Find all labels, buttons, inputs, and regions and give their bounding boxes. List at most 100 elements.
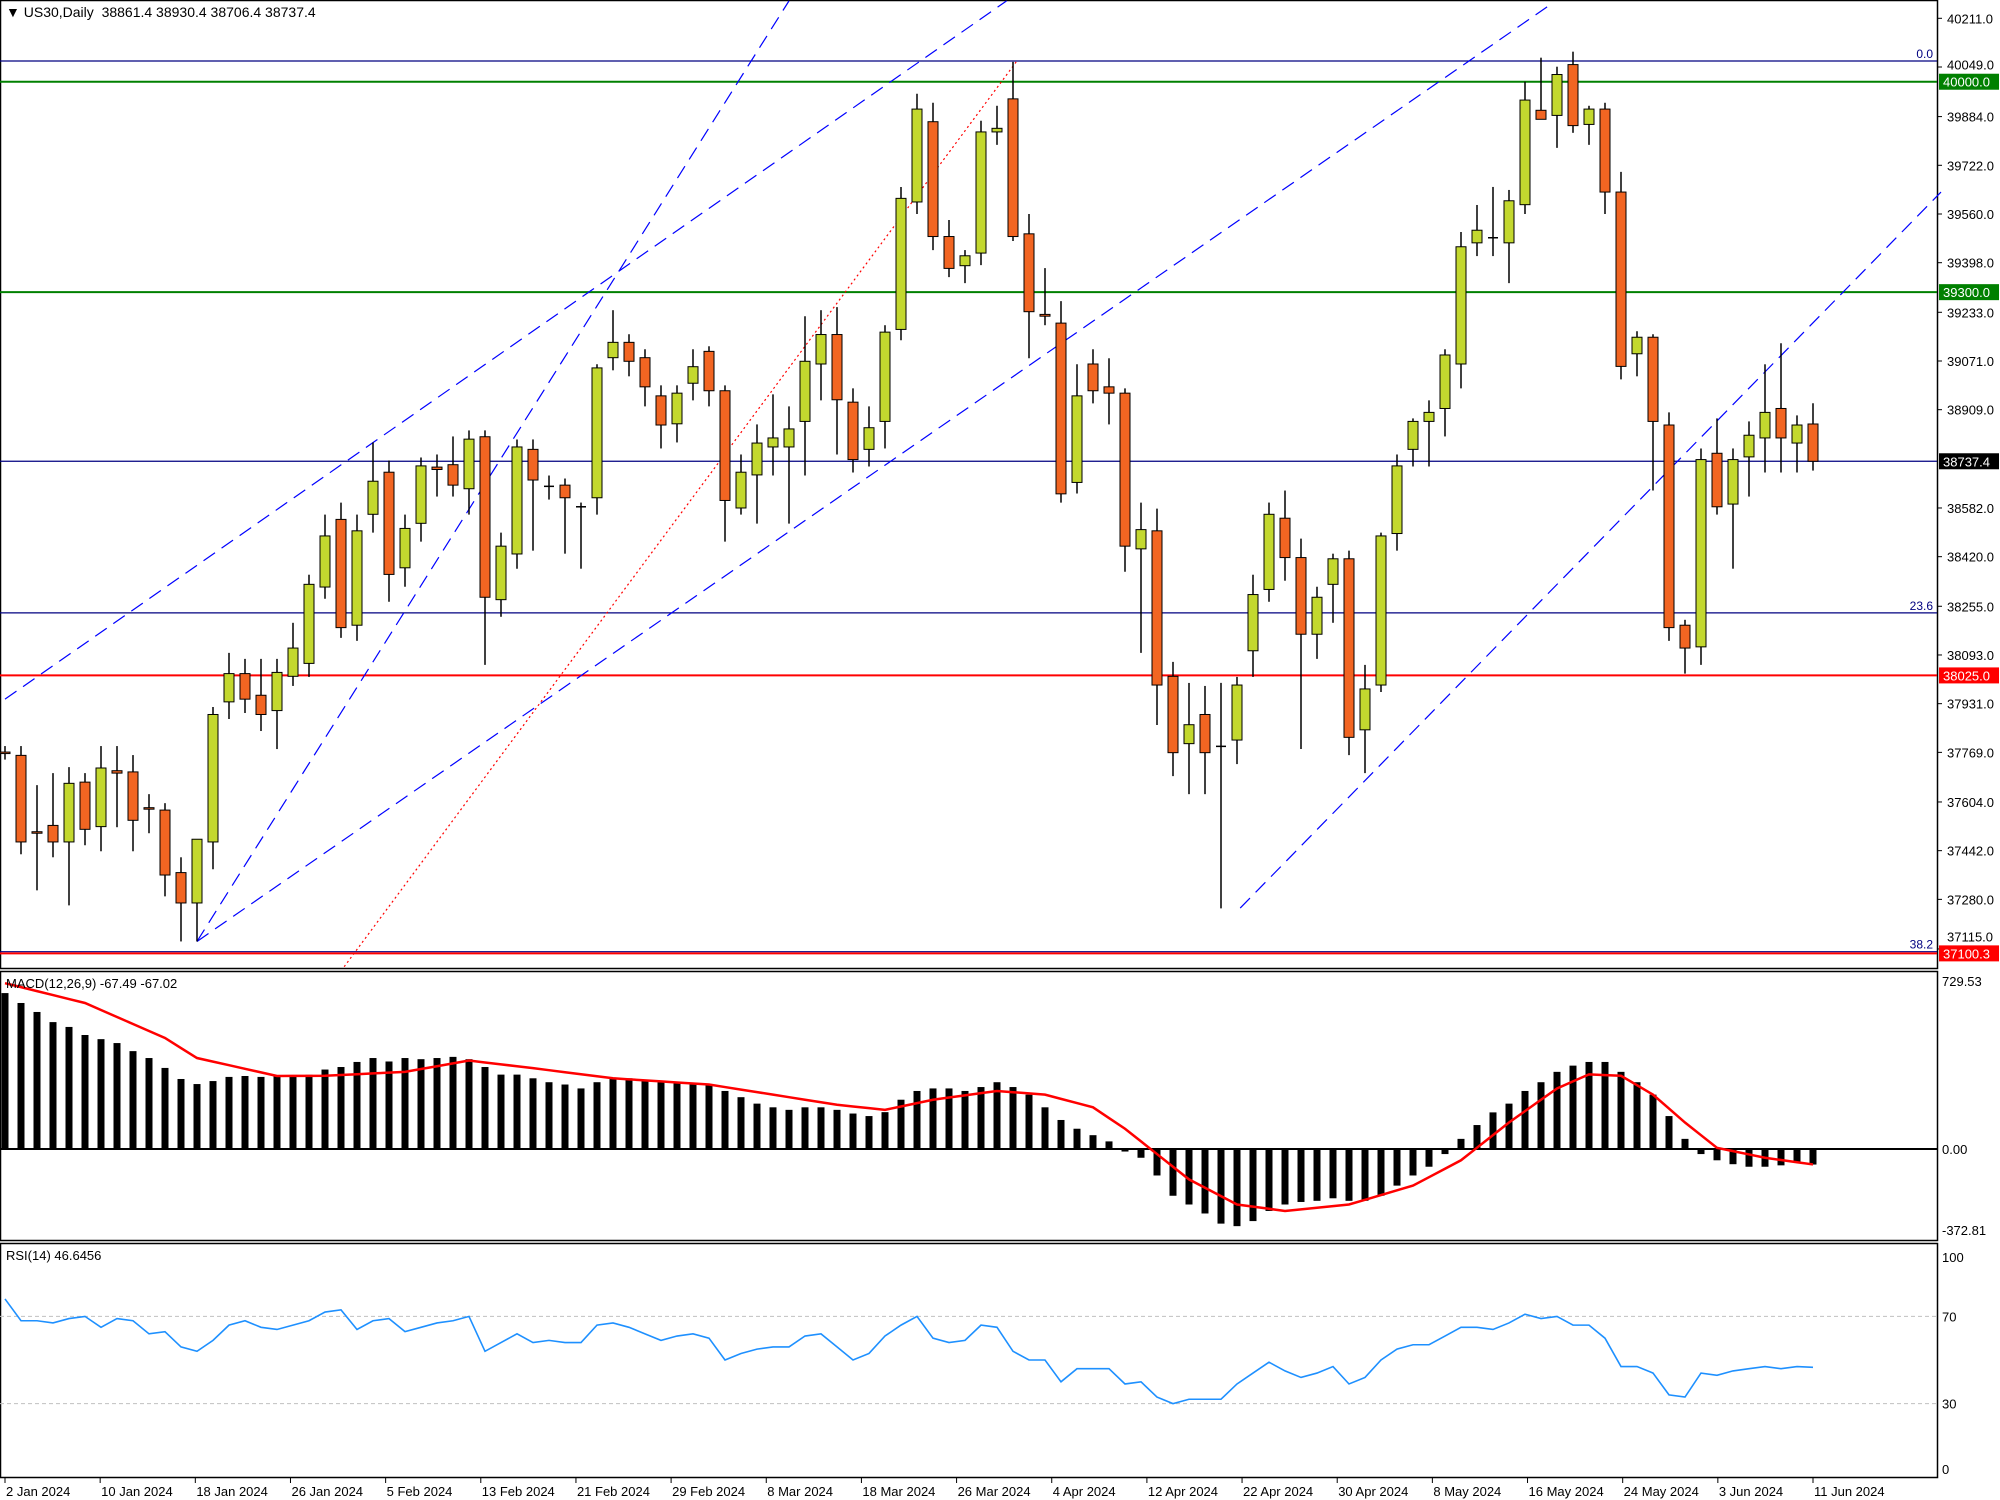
candle (303, 574, 315, 677)
candle (943, 220, 955, 278)
time-tick-label: 29 Feb 2024 (672, 1484, 745, 1499)
macd-bar (1457, 1138, 1465, 1149)
candle (703, 346, 715, 407)
macd-bar (625, 1078, 633, 1149)
candle-body (591, 367, 603, 499)
price-tick-label: 39233.0 (1947, 305, 1994, 320)
macd-bar (1105, 1141, 1113, 1149)
candle-body (1103, 386, 1115, 394)
candle (1391, 454, 1403, 551)
candle (911, 93, 923, 214)
candle (159, 803, 171, 897)
rsi-line (4, 1298, 1814, 1405)
macd-bar (1681, 1138, 1689, 1149)
candle-body (1567, 64, 1579, 127)
candle-body (15, 754, 27, 843)
candle (879, 325, 891, 449)
macd-bar (849, 1113, 857, 1149)
candle (1407, 418, 1419, 467)
candle (367, 442, 379, 533)
macd-bar (721, 1090, 729, 1149)
rsi-pane-frame (0, 1242, 1939, 1479)
candle (799, 316, 811, 476)
candle (895, 186, 907, 341)
candle-body (79, 781, 91, 830)
candle (63, 767, 75, 906)
price-tick-label: 37604.0 (1947, 795, 1994, 810)
candle (1519, 81, 1531, 214)
time-tick-label: 5 Feb 2024 (387, 1484, 453, 1499)
price-tick-label: 39722.0 (1947, 158, 1994, 173)
candle (1471, 204, 1483, 257)
candle-body (1343, 558, 1355, 738)
macd-pane-frame (0, 970, 1939, 1242)
price-axis[interactable]: 40211.0 40049.0 39884.0 39722.0 39560.0 39398… (1937, 11, 1999, 1477)
candle (607, 310, 619, 371)
candle-body (1295, 557, 1307, 635)
candle (1711, 418, 1723, 515)
candle (591, 364, 603, 515)
candle-body (1151, 530, 1163, 686)
horizontal-levels[interactable]: 0.0 23.6 38.2 (0, 47, 1937, 955)
candle-body (415, 465, 427, 524)
macd-bar (145, 1058, 153, 1149)
macd-bar (545, 1082, 553, 1149)
candle-body (1391, 465, 1403, 535)
candle (447, 436, 459, 497)
candle-body (623, 341, 635, 362)
time-tick-label: 22 Apr 2024 (1243, 1484, 1313, 1499)
price-tag (1939, 73, 1999, 90)
candle-body (1119, 392, 1131, 547)
time-tick-label: 8 May 2024 (1433, 1484, 1501, 1499)
candle (1615, 171, 1627, 380)
candle-body (767, 437, 779, 448)
macd-bar (129, 1051, 137, 1149)
time-tick-label: 24 May 2024 (1624, 1484, 1699, 1499)
candle-body (1135, 529, 1147, 550)
trend-channel-line[interactable] (4, 0, 1007, 700)
candle-body (367, 480, 379, 515)
trend-channel-line[interactable] (196, 0, 790, 942)
macd-bar (1617, 1071, 1625, 1149)
trend-channel-line[interactable] (1239, 191, 1942, 909)
dropdown-triangle-icon[interactable]: ▼ (6, 4, 24, 20)
candle (1151, 508, 1163, 726)
price-tick-label: 37931.0 (1947, 697, 1994, 712)
candle (544, 475, 554, 500)
candle-body (1039, 313, 1051, 317)
time-tick-label: 21 Feb 2024 (577, 1484, 650, 1499)
candlesticks (0, 51, 1819, 942)
candle-body (1727, 459, 1739, 505)
candle (175, 857, 187, 942)
macd-bar (433, 1058, 441, 1149)
candle (319, 514, 331, 599)
candle (207, 706, 219, 870)
pane-frames (0, 0, 1939, 1479)
trend-channel-line[interactable] (196, 3, 1551, 942)
candle-body (1071, 395, 1083, 483)
time-tick-label: 30 Apr 2024 (1338, 1484, 1408, 1499)
macd-bar (1601, 1061, 1609, 1149)
macd-bar (593, 1082, 601, 1149)
candle-body (527, 448, 539, 481)
time-tick-label: 10 Jan 2024 (101, 1484, 173, 1499)
time-axis[interactable]: 2 Jan 2024 10 Jan 2024 18 Jan 2024 26 Jan 2… (4, 1477, 1885, 1499)
candle-body (239, 673, 251, 700)
rsi-pane (0, 1298, 1937, 1405)
candle-body (1375, 535, 1387, 686)
trendlines[interactable] (4, 0, 1942, 968)
candle-body (1695, 459, 1707, 648)
candle-body (799, 360, 811, 422)
macd-bar (1265, 1149, 1273, 1211)
candle-body (895, 197, 907, 330)
candle-body (47, 824, 59, 843)
macd-bar (65, 1026, 73, 1149)
price-tick-label: 40211.0 (1947, 11, 1993, 26)
candle-body (1551, 74, 1563, 116)
macd-bar (497, 1074, 505, 1149)
macd-bar (1313, 1149, 1321, 1201)
candle (751, 424, 763, 524)
candle-body (159, 809, 171, 876)
macd-bar (1377, 1149, 1385, 1196)
